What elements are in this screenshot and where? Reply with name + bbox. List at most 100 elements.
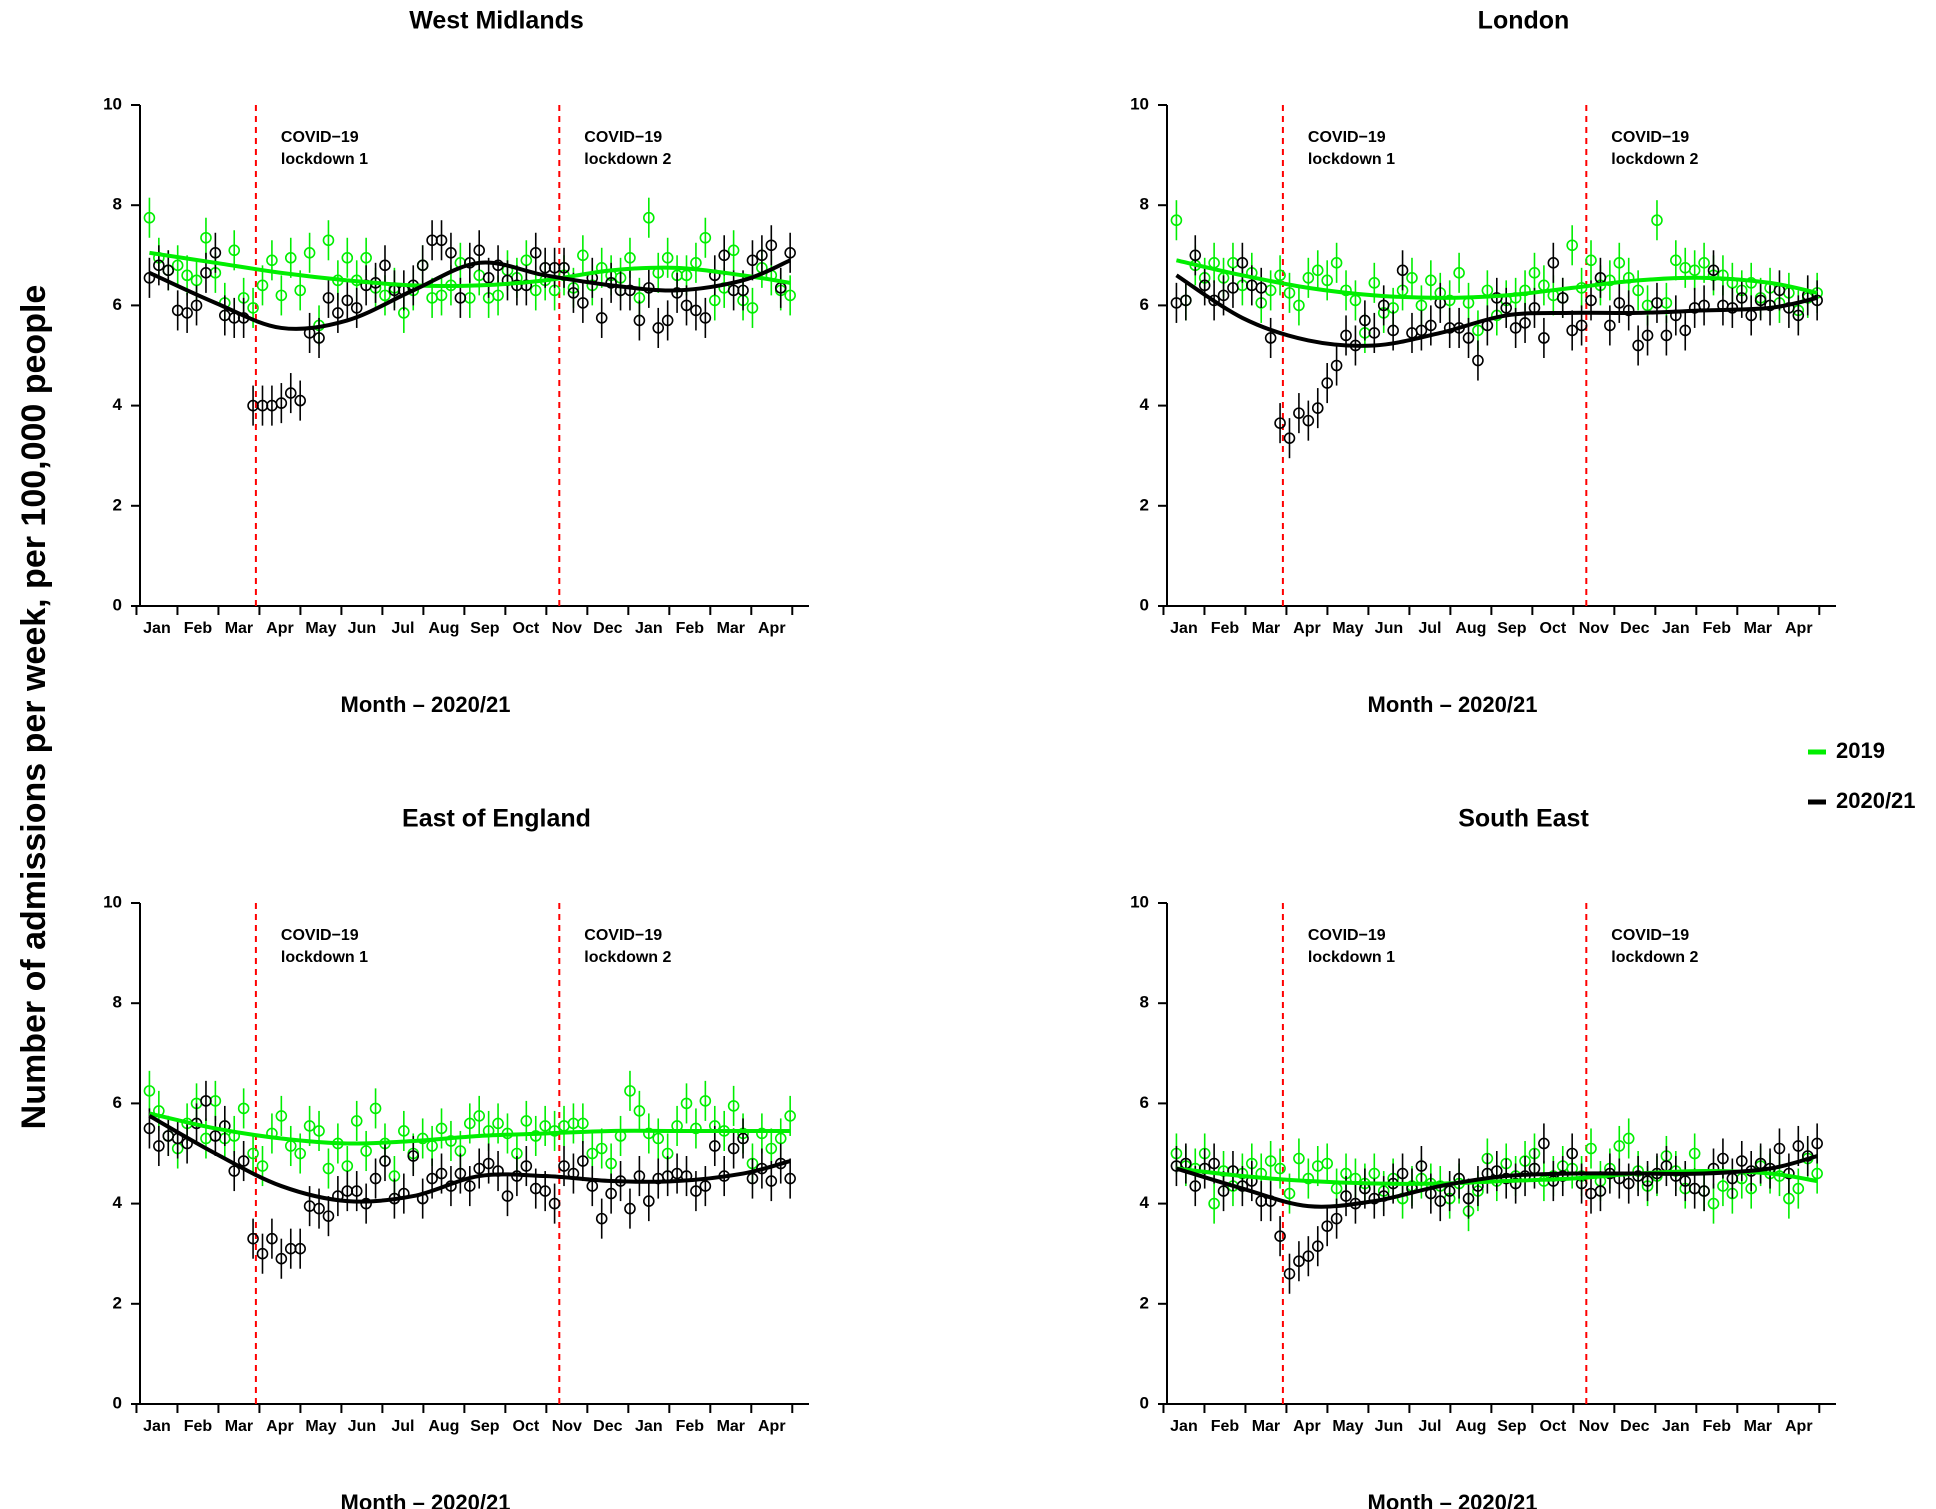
point (454, 1167, 467, 1180)
point (624, 252, 636, 264)
point (652, 1132, 665, 1145)
point (209, 246, 222, 259)
point (1811, 1167, 1823, 1180)
point (266, 254, 278, 267)
x-tick-label: Nov (552, 1418, 582, 1435)
point (1236, 257, 1249, 269)
point (1651, 297, 1663, 309)
point (1396, 1167, 1409, 1180)
point (737, 1132, 749, 1145)
x-tick-label: Feb (1703, 620, 1732, 637)
x-tick-label: Sep (470, 620, 500, 637)
point (784, 289, 796, 302)
y-tick-label: 10 (103, 892, 122, 911)
point (1556, 1170, 1569, 1182)
point (633, 1105, 646, 1117)
x-tick-label: Jul (391, 1418, 414, 1435)
x-tick-label: Sep (470, 1418, 500, 1435)
x-tick-label: Feb (1211, 620, 1240, 637)
point (558, 262, 570, 274)
x-tick-label: Mar (1744, 1418, 1772, 1435)
point (774, 1132, 787, 1145)
point (492, 1117, 504, 1130)
annotation: COVID−19 (1611, 129, 1689, 146)
point (1604, 319, 1616, 332)
point (1547, 257, 1560, 269)
point (548, 1197, 561, 1210)
point (1585, 1142, 1597, 1155)
annotation: lockdown 2 (1611, 949, 1698, 966)
point (671, 287, 683, 299)
point (322, 234, 335, 247)
point (1387, 324, 1399, 337)
point (435, 234, 448, 247)
point (1217, 1185, 1230, 1197)
point (256, 1247, 269, 1260)
point (1792, 1182, 1805, 1195)
point (294, 394, 306, 407)
point (1321, 1220, 1333, 1232)
point (699, 1095, 712, 1107)
annotation: COVID−19 (281, 129, 359, 146)
point (520, 1115, 533, 1127)
annotation: COVID−19 (1611, 927, 1689, 944)
x-tick-label: Apr (758, 1418, 786, 1435)
trend-line (1175, 1154, 1818, 1209)
x-tick-label: Jan (1170, 1418, 1198, 1435)
trend-line (1175, 273, 1818, 348)
x-axis-label: Month – 2020/21 (341, 1490, 511, 1509)
x-tick-label: Mar (225, 1418, 253, 1435)
point (237, 1155, 250, 1167)
x-tick-label: Aug (1455, 620, 1486, 637)
point (624, 1202, 636, 1215)
point (350, 302, 363, 314)
point (539, 1120, 551, 1132)
point (313, 332, 325, 344)
point (577, 249, 589, 262)
point (379, 1155, 391, 1167)
point (1641, 1175, 1654, 1187)
point (1255, 282, 1268, 294)
point (1368, 277, 1381, 289)
point (1283, 287, 1296, 299)
point (633, 314, 646, 327)
point (1311, 1240, 1324, 1252)
point (643, 211, 655, 224)
x-tick-label: Mar (1744, 620, 1772, 637)
trend-line (148, 258, 791, 331)
x-tick-label: Apr (1293, 620, 1321, 637)
point (1613, 1140, 1626, 1152)
point (1293, 1152, 1305, 1165)
x-tick-label: Dec (593, 620, 622, 637)
x-tick-label: May (1332, 620, 1363, 637)
point (322, 1210, 335, 1222)
x-tick-label: Feb (676, 620, 705, 637)
x-tick-label: Nov (1579, 620, 1609, 637)
point (1321, 377, 1333, 389)
point (1283, 1267, 1296, 1280)
x-axis-label: Month – 2020/21 (341, 692, 511, 717)
point (360, 1197, 372, 1210)
point (1311, 402, 1324, 414)
x-tick-label: Feb (1211, 1418, 1240, 1435)
point (529, 284, 542, 297)
y-tick-label: 2 (113, 1293, 122, 1312)
y-tick-label: 4 (1140, 395, 1150, 414)
point (1632, 284, 1644, 297)
point (1528, 267, 1541, 279)
point (1462, 332, 1475, 344)
x-tick-label: Feb (184, 1418, 213, 1435)
point (1208, 1157, 1220, 1170)
panel: London Month – 2020/21 0 2 4 6 8 10 Jan Feb Mar Apr… (1130, 7, 1836, 717)
panel: East of England Month – 2020/21 0 2 4 6 8 10 Jan… (103, 805, 809, 1509)
y-tick-label: 6 (113, 295, 122, 314)
y-tick-label: 2 (1140, 1293, 1149, 1312)
point (699, 1180, 712, 1192)
x-tick-label: Jun (348, 620, 376, 637)
point (643, 1127, 655, 1140)
panel-title: West Midlands (409, 7, 584, 35)
point (1585, 294, 1597, 307)
point (153, 1140, 165, 1152)
x-tick-label: Nov (552, 620, 582, 637)
point (369, 1172, 382, 1185)
